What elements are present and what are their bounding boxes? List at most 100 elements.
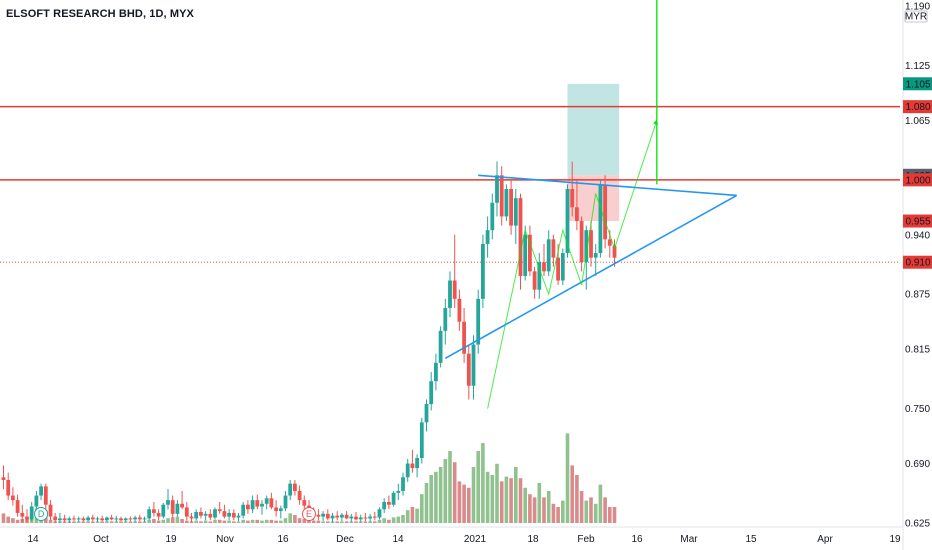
volume-bar — [546, 491, 551, 523]
volume-bar — [152, 519, 156, 523]
volume-bar — [255, 519, 260, 523]
event-marker-icon[interactable] — [302, 507, 316, 521]
candle-body — [6, 479, 11, 496]
candle-body — [495, 175, 499, 203]
x-axis: 14 Oct 19 Nov 16 Dec 14 2021 18 Feb 16 Mar 15 Apr 19 — [0, 526, 903, 550]
position-profit-zone[interactable] — [567, 83, 620, 176]
candle-body — [457, 298, 462, 322]
candle-body — [570, 189, 575, 208]
drawings-layer — [444, 0, 738, 409]
volume-bar — [217, 519, 222, 523]
candle-body — [429, 381, 434, 405]
candle-body — [137, 517, 142, 520]
event-marker-icon[interactable] — [34, 507, 49, 521]
candle-body — [142, 518, 147, 520]
volume-bar — [194, 520, 198, 523]
candle-body — [67, 518, 72, 521]
volume-bar — [76, 521, 81, 523]
candle-body — [264, 498, 269, 504]
y-axis-background — [903, 0, 932, 550]
volume-bar — [499, 481, 504, 523]
triangle-upper-line[interactable] — [478, 174, 737, 197]
candle-body — [598, 184, 603, 254]
y-axis-tick-label: 0.625 — [905, 519, 930, 530]
volume-bar — [114, 521, 119, 523]
candle-body — [443, 307, 448, 331]
candle-body — [575, 207, 579, 222]
candle-body — [542, 262, 546, 272]
candle-body — [410, 463, 415, 469]
volume-bar — [565, 433, 570, 523]
candle-body — [105, 517, 109, 521]
candle-body — [180, 503, 184, 508]
volume-bar — [109, 521, 114, 523]
candle-body — [349, 516, 354, 519]
candle-body — [565, 189, 570, 254]
volume-bar — [105, 521, 109, 523]
candle-body — [278, 508, 283, 512]
volume-bar — [420, 494, 424, 523]
price-label-tag[interactable] — [903, 100, 932, 114]
candle-body — [551, 239, 556, 258]
volume-bar — [274, 520, 278, 523]
candle-body — [175, 503, 180, 514]
candle-body — [194, 512, 199, 519]
y-axis-tick-label: 0.940 — [905, 230, 930, 241]
candle-body — [335, 515, 340, 518]
candle-body — [297, 490, 302, 501]
volume-bar — [128, 521, 133, 523]
candle-body — [612, 245, 617, 258]
triangle-lower-line[interactable] — [444, 194, 738, 359]
volume-bar — [311, 520, 316, 523]
volume-bar — [119, 521, 123, 523]
candle-body — [476, 298, 481, 345]
volume-bar — [396, 516, 401, 523]
candle-body — [509, 189, 513, 226]
candle-body — [231, 512, 236, 518]
candle-body — [213, 509, 217, 518]
candle-body — [11, 495, 15, 501]
price-label-tag[interactable] — [903, 255, 932, 269]
candle-body — [208, 513, 213, 518]
y-axis-tick-label: 0.815 — [905, 345, 930, 356]
candle-body — [25, 516, 29, 520]
volume-bar — [264, 519, 269, 523]
price-label-tag[interactable] — [903, 214, 932, 228]
volume-bar — [123, 521, 128, 523]
volume-bar — [462, 484, 466, 523]
candle-body — [29, 506, 34, 520]
volume-bar — [335, 521, 339, 523]
volume-bar — [387, 519, 391, 523]
price-label-tag[interactable] — [903, 77, 932, 91]
candle-body — [603, 184, 607, 240]
volume-bar — [612, 507, 617, 523]
volume-bar — [467, 487, 471, 523]
candle-body — [556, 257, 560, 281]
candle-body — [246, 504, 250, 510]
candle-body — [119, 518, 123, 521]
volume-bar — [485, 471, 490, 523]
volume-bar — [368, 521, 372, 523]
volume-bar — [260, 520, 264, 523]
candle-body — [382, 501, 387, 510]
volume-bar — [556, 507, 560, 523]
candle-body — [391, 492, 396, 505]
candle-body — [199, 512, 203, 516]
volume-bar — [15, 519, 20, 523]
horizontal-lines — [0, 105, 900, 263]
projection-arrow-path[interactable] — [487, 119, 658, 409]
candle-body — [81, 518, 86, 521]
candle-body — [58, 518, 62, 521]
volume-bar — [405, 510, 410, 523]
currency-badge[interactable] — [904, 10, 928, 23]
volume-bar — [175, 516, 180, 523]
y-axis-tick-label: 0.690 — [905, 459, 930, 470]
price-label-tag[interactable] — [903, 173, 932, 187]
volume-bar — [358, 521, 363, 523]
candle-body — [537, 262, 542, 290]
candle-body — [401, 477, 405, 491]
candle-body — [532, 271, 537, 290]
candle-body — [260, 503, 264, 507]
volume-bar — [570, 465, 574, 523]
